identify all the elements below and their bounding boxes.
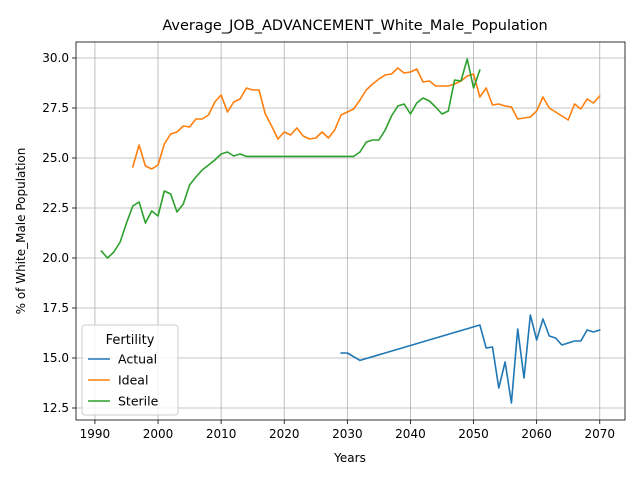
y-tick-label: 12.5 [42,401,69,415]
y-tick-label: 27.5 [42,101,69,115]
x-tick-label: 2000 [143,427,174,441]
x-tick-label: 2060 [521,427,552,441]
legend-label-sterile: Sterile [118,394,159,409]
x-tick-label: 2070 [584,427,615,441]
y-tick-label: 20.0 [42,251,69,265]
x-axis-ticks: 1990 2000 2010 2020 2030 2040 2050 2060 2070 [80,420,615,441]
series-line-ideal [131,67,601,170]
legend-label-actual: Actual [118,352,157,367]
y-tick-label: 17.5 [42,301,69,315]
x-tick-label: 2040 [395,427,426,441]
y-axis-label: % of White_Male Population [14,148,28,315]
series-line-sterile [100,58,481,259]
series-line-actual [340,314,601,404]
plot-frame [75,41,626,421]
grid [76,42,625,420]
legend-items: Actual Ideal Sterile [88,352,159,409]
y-axis-ticks: 12.5 15.0 17.5 20.0 22.5 25.0 27.5 30.0 [42,51,76,415]
x-tick-label: 2050 [458,427,489,441]
y-tick-label: 22.5 [42,201,69,215]
series-lines [100,58,601,404]
legend-box [81,324,179,416]
x-tick-label: 1990 [80,427,111,441]
y-tick-label: 25.0 [42,151,69,165]
chart-title: Average_JOB_ADVANCEMENT_White_Male_Popul… [162,18,547,34]
x-tick-label: 2010 [206,427,237,441]
legend-label-ideal: Ideal [118,373,148,388]
legend: Fertility Actual Ideal Sterile [81,324,179,416]
x-axis-label: Years [333,451,366,465]
legend-title: Fertility [106,333,155,348]
y-tick-label: 15.0 [42,351,69,365]
x-tick-label: 2020 [269,427,300,441]
y-tick-label: 30.0 [42,51,69,65]
x-tick-label: 2030 [332,427,363,441]
